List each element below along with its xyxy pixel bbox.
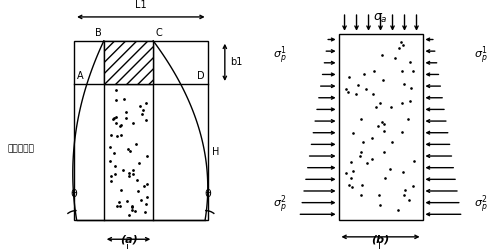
Text: b1: b1 xyxy=(230,57,242,67)
Text: C: C xyxy=(156,28,162,38)
Text: H: H xyxy=(213,147,220,157)
Text: $\sigma_p^1$: $\sigma_p^1$ xyxy=(273,45,287,67)
Text: θ: θ xyxy=(71,188,78,199)
Text: L1: L1 xyxy=(135,0,147,10)
Bar xyxy=(74,41,208,220)
Bar xyxy=(339,34,422,220)
Text: B: B xyxy=(95,28,101,38)
Text: (a): (a) xyxy=(119,234,138,244)
Text: A: A xyxy=(77,71,83,81)
Text: θ: θ xyxy=(204,188,211,199)
Text: $\sigma_p^2$: $\sigma_p^2$ xyxy=(474,194,488,216)
Text: L: L xyxy=(378,242,383,249)
Text: D: D xyxy=(198,71,205,81)
Text: L: L xyxy=(126,244,131,249)
Text: $\sigma_p^1$: $\sigma_p^1$ xyxy=(474,45,488,67)
Text: $\sigma_a$: $\sigma_a$ xyxy=(373,12,388,25)
Bar xyxy=(104,41,153,84)
Text: (b): (b) xyxy=(371,234,390,244)
Text: 围岩移动角: 围岩移动角 xyxy=(8,144,34,153)
Text: $\sigma_p^2$: $\sigma_p^2$ xyxy=(273,194,287,216)
